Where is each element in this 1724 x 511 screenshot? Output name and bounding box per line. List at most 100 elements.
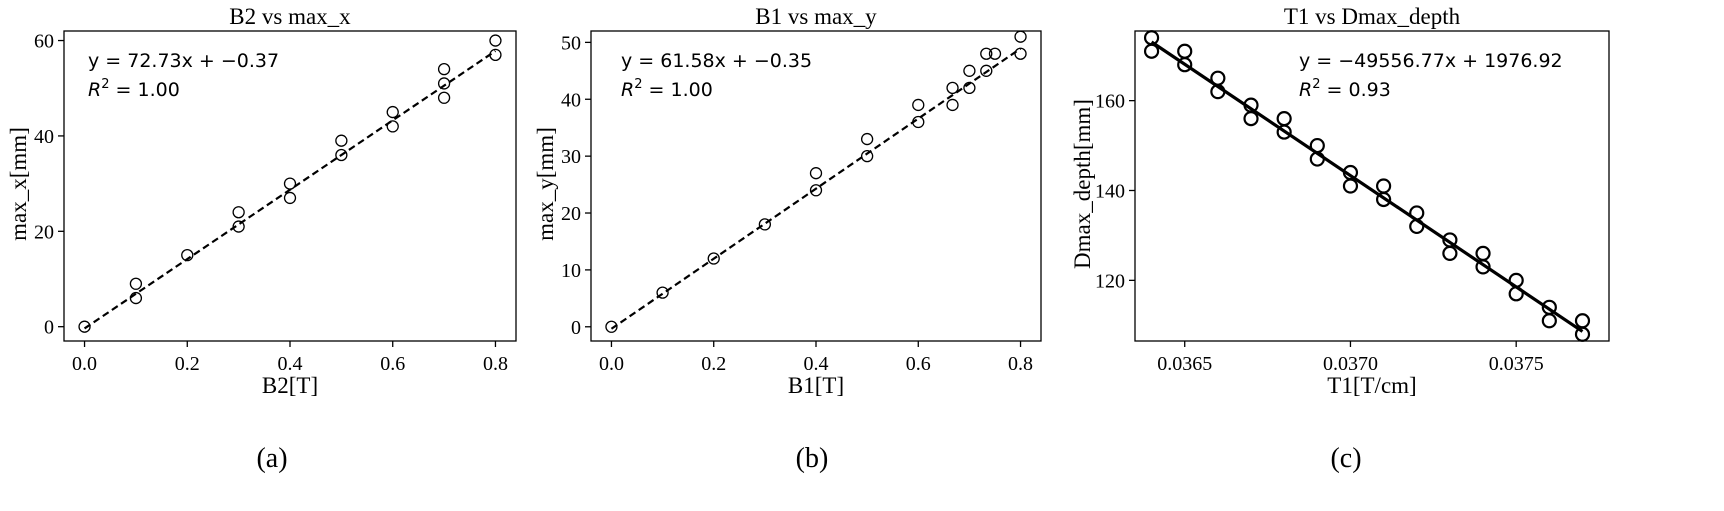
x-tick-label: 0.8 [483,353,508,375]
data-point [1442,245,1458,261]
data-point [1177,43,1193,59]
y-tick-label: 50 [561,32,581,54]
x-tick-label: 0.0 [599,353,624,375]
data-point [78,320,91,333]
data-point [1210,70,1226,86]
y-tick-label: 140 [1095,180,1125,202]
y-axis-label: Dmax_depth[mm] [1070,99,1095,269]
y-axis-label: max_x[mm] [6,127,31,241]
data-point [1574,313,1591,329]
fit-line [610,47,1022,330]
data-point [1276,111,1292,127]
plot-frame [1134,30,1610,342]
x-tick-label: 0.0365 [1157,353,1212,375]
data-point [988,47,1002,60]
data-point [232,220,245,233]
data-point [1508,272,1524,288]
chart-panel-c: T1 vs Dmax_depth T1[T/cm] Dmax_depth[mm]… [1070,4,1610,474]
data-point [437,91,451,104]
y-tick-label: 20 [34,221,54,243]
data-point [1210,84,1226,100]
fit-annotation: y = 72.73x + −0.37 R2 = 1.00 [88,50,279,101]
fit-annotation: y = 61.58x + −0.35 R2 = 1.00 [621,50,812,101]
chart-title: B2 vs max_x [229,4,351,29]
data-point [437,77,451,90]
data-point [1409,205,1425,221]
chart-title: T1 vs Dmax_depth [1284,4,1461,29]
data-point [181,249,194,262]
x-tick-label: 0.6 [906,353,931,375]
data-point [963,81,976,95]
x-tick-label: 0.4 [278,353,303,375]
data-point [809,184,823,197]
x-axis-label: B2[T] [262,373,318,398]
data-point [335,134,348,147]
chart-panel-a: B2 vs max_x B2[T] max_x[mm] (a) y = 72.7… [6,4,517,474]
x-tick-label: 0.8 [1008,353,1033,375]
x-tick-label: 0.0 [72,353,97,375]
data-point [963,64,976,77]
data-point [1376,178,1392,194]
data-point [1014,47,1027,60]
x-tick-label: 0.2 [701,353,726,375]
data-point [758,218,772,231]
r-squared: R2 = 0.93 [1299,77,1391,101]
fit-equation: y = 61.58x + −0.35 [621,50,812,72]
data-point [912,98,925,112]
y-tick-label: 10 [561,260,581,282]
data-point [980,47,993,60]
data-point [605,320,618,333]
data-point [656,286,669,299]
x-axis-label: B1[T] [788,373,844,398]
panel-label: (c) [1330,443,1361,474]
y-tick-label: 40 [561,89,581,111]
x-tick-label: 0.4 [804,353,829,375]
data-point [1409,218,1425,235]
chart-panel-b: B1 vs max_y B1[T] max_y[mm] (b) y = 61.5… [533,4,1042,474]
r-squared: R2 = 1.00 [88,77,180,101]
y-tick-label: 0 [44,317,54,339]
data-point [335,148,348,162]
data-point [386,105,399,119]
data-point [489,48,502,61]
x-tick-label: 0.0375 [1489,353,1544,375]
data-point [1309,137,1325,154]
data-point [946,98,959,112]
data-point [1574,326,1591,342]
data-point [1276,124,1292,140]
y-tick-label: 120 [1095,270,1125,292]
data-point [860,132,874,146]
data-point [1508,286,1524,302]
data-point [1475,259,1491,275]
panel-label: (a) [256,443,287,474]
data-point [489,34,502,47]
data-point [980,64,993,77]
data-point [1143,43,1160,59]
x-tick-label: 0.0370 [1323,353,1378,375]
data-point [386,120,399,133]
y-tick-label: 60 [34,31,54,53]
data-point [809,167,823,180]
data-point [1014,30,1027,43]
fit-annotation: y = −49556.77x + 1976.92 R2 = 0.93 [1299,50,1563,101]
y-tick-label: 160 [1095,91,1125,113]
y-axis-label: max_y[mm] [533,127,558,241]
fit-equation: y = 72.73x + −0.37 [88,50,279,72]
data-point [129,291,143,305]
fit-equation: y = −49556.77x + 1976.92 [1299,50,1563,72]
data-point [232,206,245,219]
y-tick-label: 0 [571,317,581,339]
data-point [912,115,925,129]
data-point [946,81,959,95]
x-tick-label: 0.2 [175,353,200,375]
data-point [1243,111,1259,127]
data-point [1475,245,1491,261]
y-tick-label: 20 [561,203,581,225]
data-point [437,63,451,76]
x-axis-label: T1[T/cm] [1327,373,1416,398]
data-point [1541,313,1557,329]
data-point [1376,191,1392,208]
y-tick-label: 30 [561,146,581,168]
data-point [283,177,297,190]
